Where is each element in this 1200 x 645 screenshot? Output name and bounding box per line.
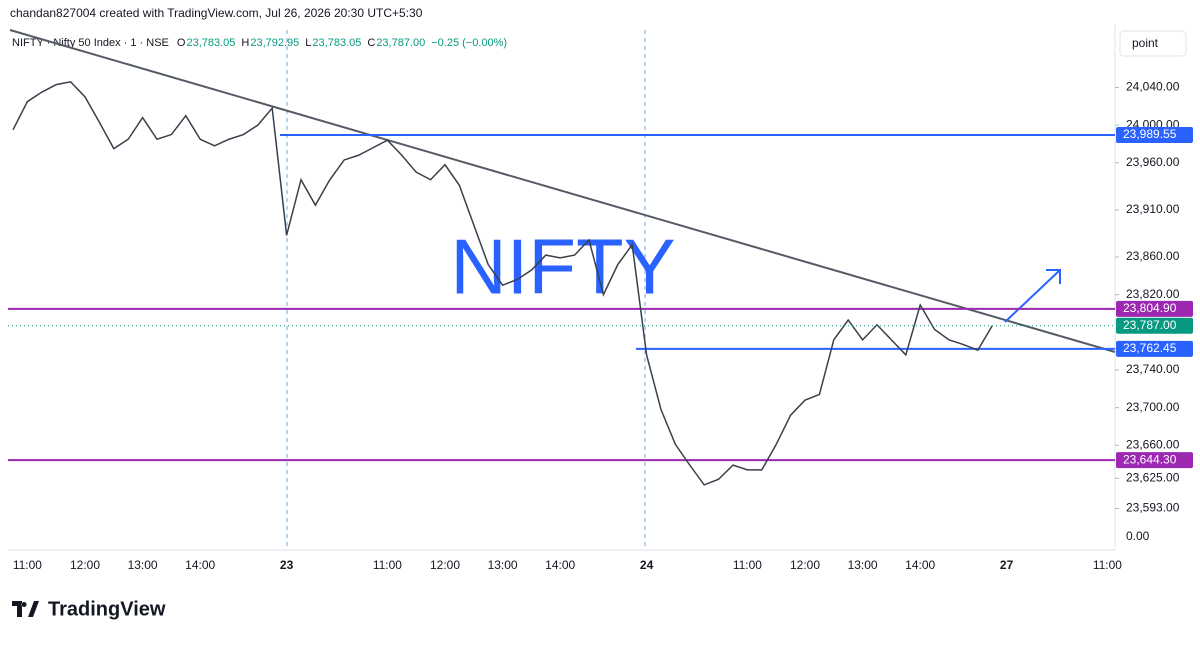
x-tick-label: 13:00 (488, 558, 518, 572)
y-tick-label: 24,040.00 (1126, 80, 1180, 94)
price-label: 23,644.30 (1123, 452, 1177, 466)
x-tick-label: 12:00 (430, 558, 460, 572)
x-tick-label: 14:00 (185, 558, 215, 572)
price-label-box (1116, 452, 1193, 469)
watermark: NIFTY (450, 223, 675, 311)
tradingview-logo (12, 601, 39, 617)
ohlc-value: 23,792.95 (250, 37, 299, 49)
x-tick-label: 14:00 (545, 558, 575, 572)
scale-footer: 0.00 (1126, 529, 1150, 543)
x-tick-label: 13:00 (128, 558, 158, 572)
x-tick-label: 23 (280, 558, 294, 572)
price-label: 23,762.45 (1123, 341, 1177, 355)
arrow (1004, 269, 1061, 323)
x-tick-label: 12:00 (70, 558, 100, 572)
ohlc-key: H (241, 37, 249, 49)
y-tick-label: 23,740.00 (1126, 362, 1180, 376)
y-tick-label: 23,593.00 (1126, 501, 1180, 515)
price-line (12, 80, 993, 486)
trendline (9, 29, 1116, 353)
ohlc-value: 23,783.05 (312, 37, 361, 49)
caption: chandan827004 created with TradingView.c… (10, 6, 423, 20)
y-tick-label: 23,625.00 (1126, 470, 1180, 484)
y-tick-label: 23,660.00 (1126, 438, 1180, 452)
y-tick-label: 23,960.00 (1126, 155, 1180, 169)
ohlc-value: 23,787.00 (376, 37, 425, 49)
price-label: 23,989.55 (1123, 127, 1177, 141)
logo-icon (12, 601, 39, 617)
x-tick-label: 11:00 (1093, 558, 1122, 572)
x-tick-label: 13:00 (848, 558, 878, 572)
y-tick-label: 23,820.00 (1126, 287, 1180, 301)
x-tick-label: 11:00 (373, 558, 402, 572)
symbol: NIFTY · Nifty 50 Index · 1 · NSE (12, 37, 169, 49)
x-tick-label: 24 (640, 558, 654, 572)
x-tick-label: 11:00 (733, 558, 762, 572)
price-label-box (1116, 340, 1193, 357)
price-label: 23,804.90 (1123, 301, 1177, 315)
ohlc-key: L (305, 37, 311, 49)
price-label: 23,787.00 (1123, 318, 1177, 332)
ohlc-key: O (177, 37, 186, 49)
ohlc-value: 23,783.05 (186, 37, 235, 49)
x-tick-label: 27 (1000, 558, 1014, 572)
y-tick-label: 23,860.00 (1126, 249, 1180, 263)
x-tick-label: 12:00 (790, 558, 820, 572)
x-tick-label: 14:00 (905, 558, 935, 572)
price-label-box (1116, 126, 1193, 143)
price-label-box (1116, 317, 1193, 334)
x-tick-label: 11:00 (13, 558, 42, 572)
logo-text: TradingView (48, 598, 166, 620)
scale-mode-label[interactable]: point (1132, 36, 1159, 50)
change: −0.25 (−0.00%) (431, 37, 507, 49)
price-label-box (1116, 300, 1193, 317)
scale-mode-button[interactable] (1119, 30, 1187, 57)
ohlc-key: C (367, 37, 375, 49)
y-tick-label: 23,910.00 (1126, 202, 1180, 216)
y-tick-label: 23,700.00 (1126, 400, 1180, 414)
